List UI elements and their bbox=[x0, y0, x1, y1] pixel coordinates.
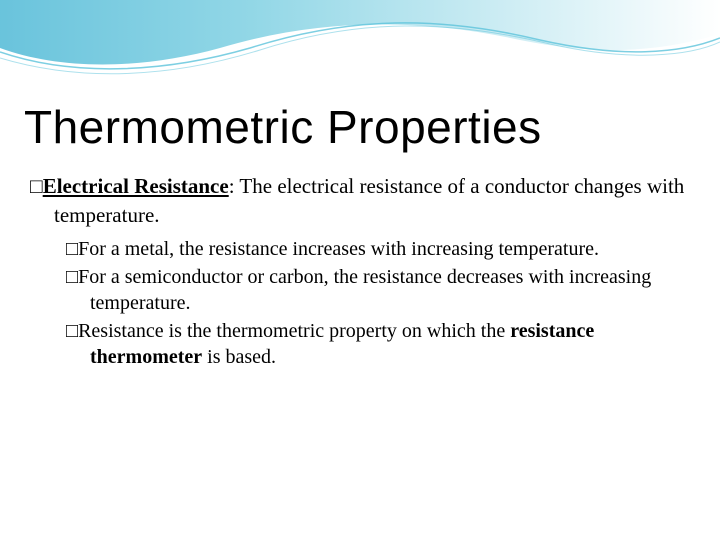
bullet-glyph: □ bbox=[66, 266, 78, 288]
slide-content: Thermometric Properties □Electrical Resi… bbox=[24, 100, 696, 372]
sub-bullet-text: For a metal, the resistance increases wi… bbox=[78, 238, 599, 260]
main-bullet: □Electrical Resistance: The electrical r… bbox=[30, 172, 696, 230]
sub-bullet-1: □For a semiconductor or carbon, the resi… bbox=[66, 264, 696, 316]
sub-bullet-post: is based. bbox=[202, 346, 276, 368]
sub-bullet-pre: Resistance is the thermometric property … bbox=[78, 320, 510, 342]
sub-bullet-2: □Resistance is the thermometric property… bbox=[66, 318, 696, 370]
main-bullet-bold: Electrical Resistance bbox=[43, 174, 229, 198]
sub-bullet-0: □For a metal, the resistance increases w… bbox=[66, 236, 696, 262]
bullet-glyph: □ bbox=[66, 238, 78, 260]
sub-bullet-text: For a semiconductor or carbon, the resis… bbox=[78, 266, 651, 314]
bullet-glyph: □ bbox=[30, 175, 43, 198]
wave-decoration bbox=[0, 0, 720, 90]
bullet-glyph: □ bbox=[66, 320, 78, 342]
slide-title: Thermometric Properties bbox=[24, 100, 696, 154]
